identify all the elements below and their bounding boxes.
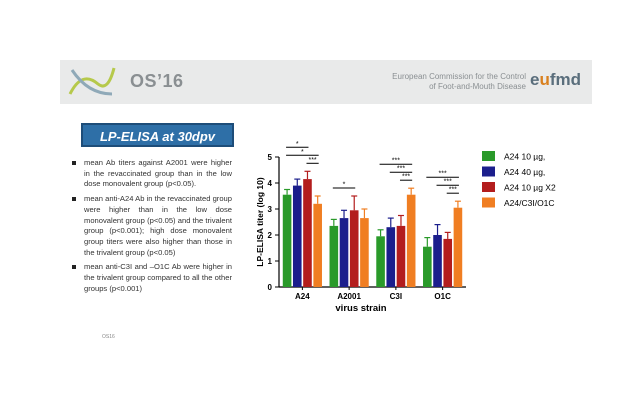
finding-text: mean anti-A24 Ab in the revaccinated gro… bbox=[84, 194, 232, 257]
finding-item: mean anti-A24 Ab in the revaccinated gro… bbox=[70, 194, 232, 258]
significance-label: *** bbox=[392, 158, 400, 165]
finding-text: mean Ab titers against A2001 were higher… bbox=[84, 158, 232, 189]
x-tick-label: O1C bbox=[434, 292, 451, 301]
findings-list: mean Ab titers against A2001 were higher… bbox=[70, 158, 232, 298]
bar bbox=[433, 235, 442, 287]
x-axis-label: virus strain bbox=[335, 303, 386, 314]
bar bbox=[376, 236, 385, 287]
bar bbox=[406, 194, 416, 287]
y-tick-label: 2 bbox=[268, 231, 273, 240]
legend-label: A24 10 µg, bbox=[504, 152, 545, 162]
legend-swatch bbox=[482, 166, 495, 177]
bar bbox=[313, 203, 322, 287]
legend-swatch bbox=[482, 197, 495, 208]
legend-label: A24 40 µg, bbox=[504, 167, 545, 177]
commission-line-1: European Commission for the Control bbox=[392, 72, 526, 81]
bar bbox=[349, 210, 359, 287]
significance-label: * bbox=[296, 141, 299, 148]
bar bbox=[443, 238, 453, 287]
eufmd-logo-accent: u bbox=[539, 70, 550, 89]
significance-label: *** bbox=[397, 166, 405, 173]
y-tick-label: 4 bbox=[268, 179, 273, 188]
x-tick-label: A24 bbox=[295, 292, 310, 301]
slide-footer: OS16 bbox=[102, 334, 115, 340]
os16-logo-text: OS’16 bbox=[130, 71, 184, 91]
legend-swatch bbox=[482, 151, 495, 161]
significance-label: *** bbox=[444, 179, 452, 186]
eufmd-logo: eufmd bbox=[530, 70, 581, 90]
finding-text: mean anti-C3I and –O1C Ab were higher in… bbox=[84, 262, 232, 293]
y-tick-label: 0 bbox=[268, 283, 273, 292]
y-tick-label: 5 bbox=[268, 153, 273, 162]
header-banner: OS’16 European Commission for the Contro… bbox=[60, 60, 592, 104]
bar bbox=[386, 227, 396, 287]
finding-item: mean anti-C3I and –O1C Ab were higher in… bbox=[70, 262, 232, 294]
significance-label: *** bbox=[402, 174, 410, 181]
os16-logo-icon bbox=[68, 67, 116, 96]
commission-text: European Commission for the Control of F… bbox=[386, 72, 526, 92]
bullet-square-icon bbox=[72, 197, 76, 202]
legend-label: A24 10 µg X2 bbox=[504, 183, 556, 193]
bar bbox=[292, 185, 302, 287]
legend-swatch bbox=[482, 182, 495, 192]
y-tick-label: 3 bbox=[268, 205, 273, 214]
bar bbox=[329, 225, 339, 287]
bullet-square-icon bbox=[72, 265, 76, 270]
y-axis-label: LP-ELISA titer (log 10) bbox=[255, 177, 265, 267]
y-tick-label: 1 bbox=[268, 257, 273, 266]
x-tick-label: A2001 bbox=[337, 292, 361, 301]
eufmd-logo-left: e bbox=[530, 70, 540, 89]
bar bbox=[303, 179, 312, 287]
legend-label: A24/C3I/O1C bbox=[504, 198, 555, 208]
significance-label: *** bbox=[308, 157, 316, 164]
bar bbox=[396, 225, 406, 287]
significance-label: *** bbox=[439, 171, 447, 178]
commission-line-2: of Foot-and-Mouth Disease bbox=[429, 82, 526, 91]
bar bbox=[423, 246, 432, 287]
significance-label: * bbox=[301, 149, 304, 156]
significance-label: *** bbox=[449, 187, 457, 194]
bullet-square-icon bbox=[72, 161, 76, 165]
significance-label: * bbox=[343, 182, 346, 189]
bar bbox=[360, 218, 369, 287]
bar bbox=[453, 207, 463, 287]
eufmd-logo-right: fmd bbox=[549, 70, 582, 89]
bar bbox=[282, 194, 292, 287]
x-tick-label: C3I bbox=[390, 292, 402, 301]
bar bbox=[339, 218, 349, 287]
slide-title: LP-ELISA at 30dpv bbox=[81, 123, 234, 147]
finding-item: mean Ab titers against A2001 were higher… bbox=[70, 158, 232, 190]
